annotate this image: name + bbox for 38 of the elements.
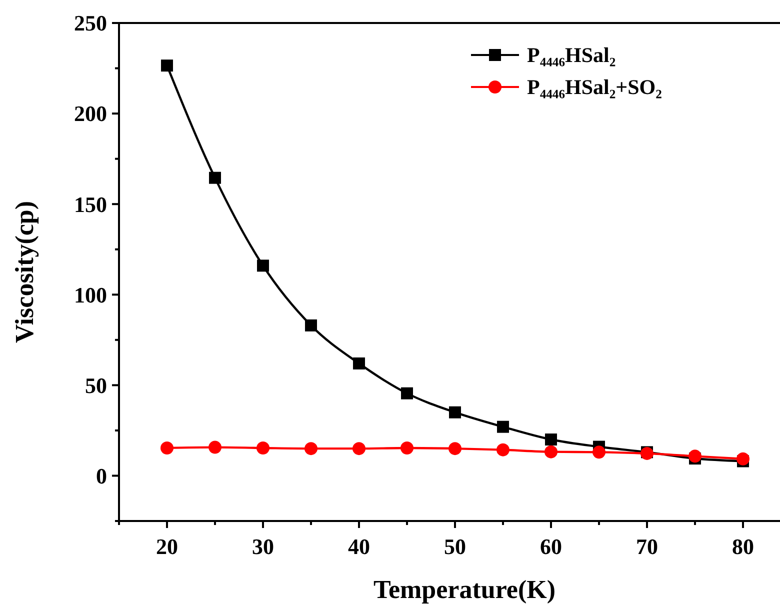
point [353,357,365,370]
point [497,420,509,433]
point [305,319,317,332]
x-tick-label: 50 [444,534,466,559]
point [401,387,413,400]
point [496,443,510,456]
point [160,442,174,455]
y-tick-label: 250 [74,10,107,36]
point [449,406,461,418]
x-axis-title: Temperature(K) [374,575,556,604]
point [304,442,318,456]
point [736,452,750,466]
point [400,442,414,455]
y-tick-label: 150 [74,192,107,217]
point [592,446,606,459]
point [161,60,173,72]
point [352,442,366,456]
x-tick-label: 20 [156,534,178,559]
point [209,172,221,184]
x-tick-label: 30 [252,534,274,559]
point [257,260,269,272]
point [545,434,557,446]
y-tick-label: 200 [74,101,107,126]
point [688,450,702,463]
x-tick-label: 80 [732,534,754,559]
y-axis-title: Viscosity(cp) [10,200,39,344]
x-tick-label: 60 [540,534,562,559]
point [208,440,222,454]
y-tick-label: 0 [96,463,107,488]
x-tick-label: 70 [636,534,658,559]
legend-label: P₄₄₄₆HSal₂ [527,43,616,67]
legend-label: P₄₄₄₆HSal₂+SO₂ [527,75,662,99]
point [448,442,462,456]
y-tick-label: 100 [74,282,107,308]
x-tick-label: 40 [348,534,370,559]
point [256,442,270,455]
y-tick-label: 50 [85,372,107,398]
point [544,445,558,458]
